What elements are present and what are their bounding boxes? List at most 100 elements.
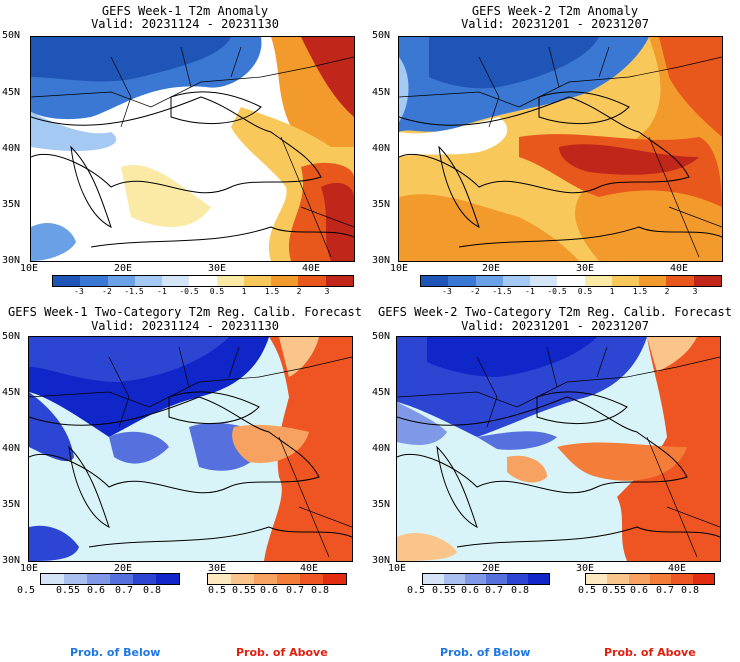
panel-week2-probability: GEFS Week-2 Two-Category T2m Reg. Calib.… [370, 300, 740, 600]
lon-label: 20E [114, 263, 133, 274]
panel-valid-dates: Valid: 20231124 - 20231130 [91, 17, 279, 31]
lat-label: 50N [372, 30, 391, 41]
colorbar-tick: 0.7 [655, 585, 675, 596]
lat-label: 35N [2, 199, 21, 210]
lat-label: 40N [2, 443, 21, 454]
prob-below-colorbar [40, 573, 180, 585]
colorbar-tick: 0.55 [431, 585, 457, 596]
prob-above-colorbar [207, 573, 347, 585]
lat-label: 40N [372, 143, 391, 154]
colorbar-tick: 1 [609, 287, 615, 296]
anomaly-map[interactable] [398, 36, 723, 262]
lat-label: 35N [2, 499, 21, 510]
probability-map[interactable] [396, 336, 721, 562]
panel-valid-dates: Valid: 20231124 - 20231130 [91, 319, 279, 333]
colorbar-tick: 0.6 [460, 585, 480, 596]
lat-label: 30N [2, 555, 21, 566]
colorbar-tick: -1.5 [124, 287, 144, 296]
prob-below-label: Prob. of Below [440, 646, 531, 659]
panel-week1-probability: GEFS Week-1 Two-Category T2m Reg. Calib.… [0, 300, 370, 600]
probability-map[interactable] [28, 336, 353, 562]
lon-label: 40E [668, 563, 687, 574]
colorbar-tick: 0.5 [577, 287, 593, 296]
colorbar-tick: 0.8 [142, 585, 162, 596]
lat-label: 50N [372, 331, 391, 342]
colorbar-tick: -0.5 [547, 287, 567, 296]
panel-title: GEFS Week-2 Two-Category T2m Reg. Calib.… [377, 305, 732, 319]
prob-above-label: Prob. of Above [604, 646, 696, 659]
colorbar-tick: -1 [525, 287, 535, 296]
colorbar-tick: 0.55 [601, 585, 627, 596]
lat-label: 35N [372, 499, 391, 510]
colorbar-tick: 2 [664, 287, 670, 296]
lat-label: 40N [372, 443, 391, 454]
lat-label: 35N [372, 199, 391, 210]
prob-below-colorbar [422, 573, 550, 585]
colorbar-tick: 0.5 [406, 585, 426, 596]
anomaly-colorbar [52, 275, 354, 287]
colorbar-tick: 3 [324, 287, 330, 296]
anomaly-colorbar [420, 275, 722, 287]
colorbar-tick: -0.5 [179, 287, 199, 296]
colorbar-tick: 1.5 [264, 287, 280, 296]
colorbar-tick: 0.8 [680, 585, 700, 596]
lon-label: 10E [390, 263, 409, 274]
lat-label: 30N [372, 255, 391, 266]
panel-valid-dates: Valid: 20231201 - 20231207 [461, 17, 649, 31]
lat-label: 45N [2, 387, 21, 398]
colorbar-tick: 0.6 [86, 585, 106, 596]
lon-label: 40E [302, 263, 321, 274]
lat-label: 40N [2, 143, 21, 154]
colorbar-tick: 0.8 [310, 585, 330, 596]
lon-label: 10E [20, 563, 39, 574]
colorbar-tick: 1.5 [632, 287, 648, 296]
lat-label: 45N [2, 87, 21, 98]
colorbar-tick: 0.6 [629, 585, 649, 596]
colorbar-tick: 0.5 [209, 287, 225, 296]
colorbar-tick: 0.5 [577, 585, 597, 596]
panel-valid-dates: Valid: 20231201 - 20231207 [461, 319, 649, 333]
colorbar-tick: 0.5 [16, 585, 36, 596]
lat-label: 30N [2, 255, 21, 266]
lat-label: 50N [2, 331, 21, 342]
panel-title: GEFS Week-2 T2m Anomaly [471, 4, 639, 18]
lon-label: 40E [300, 563, 319, 574]
colorbar-tick: 0.7 [484, 585, 504, 596]
colorbar-tick: 0.7 [285, 585, 305, 596]
lon-label: 30E [208, 263, 227, 274]
prob-above-colorbar [585, 573, 715, 585]
colorbar-tick: 0.6 [259, 585, 279, 596]
colorbar-tick: 1 [241, 287, 247, 296]
prob-below-label: Prob. of Below [70, 646, 161, 659]
colorbar-tick: 0.55 [55, 585, 81, 596]
lon-label: 10E [20, 263, 39, 274]
lon-label: 20E [114, 563, 133, 574]
lat-label: 30N [372, 555, 391, 566]
panel-title: GEFS Week-1 Two-Category T2m Reg. Calib.… [7, 305, 362, 319]
lon-label: 20E [482, 263, 501, 274]
lat-label: 45N [372, 87, 391, 98]
anomaly-map[interactable] [30, 36, 355, 262]
colorbar-tick: -2 [470, 287, 480, 296]
panel-week1-anomaly: GEFS Week-1 T2m Anomaly Valid: 20231124 … [0, 0, 370, 300]
lon-label: 30E [208, 563, 227, 574]
colorbar-tick: -2 [102, 287, 112, 296]
colorbar-tick: 2 [296, 287, 302, 296]
colorbar-tick: 0.8 [510, 585, 530, 596]
colorbar-tick: 0.7 [114, 585, 134, 596]
lat-label: 45N [372, 387, 391, 398]
lon-label: 30E [576, 263, 595, 274]
lon-label: 40E [670, 263, 689, 274]
colorbar-tick: -1.5 [492, 287, 512, 296]
colorbar-tick: 0.5 [207, 585, 227, 596]
lon-label: 10E [388, 563, 407, 574]
colorbar-tick: -3 [74, 287, 84, 296]
panel-title: GEFS Week-1 T2m Anomaly [101, 4, 269, 18]
panel-week2-anomaly: GEFS Week-2 T2m Anomaly Valid: 20231201 … [370, 0, 740, 300]
colorbar-tick: -1 [157, 287, 167, 296]
colorbar-tick: -3 [442, 287, 452, 296]
colorbar-tick: 3 [692, 287, 698, 296]
prob-above-label: Prob. of Above [236, 646, 328, 659]
lon-label: 20E [482, 563, 501, 574]
lon-label: 30E [576, 563, 595, 574]
